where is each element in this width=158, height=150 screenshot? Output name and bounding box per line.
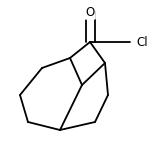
Text: O: O [85, 6, 95, 18]
Text: Cl: Cl [136, 36, 148, 48]
